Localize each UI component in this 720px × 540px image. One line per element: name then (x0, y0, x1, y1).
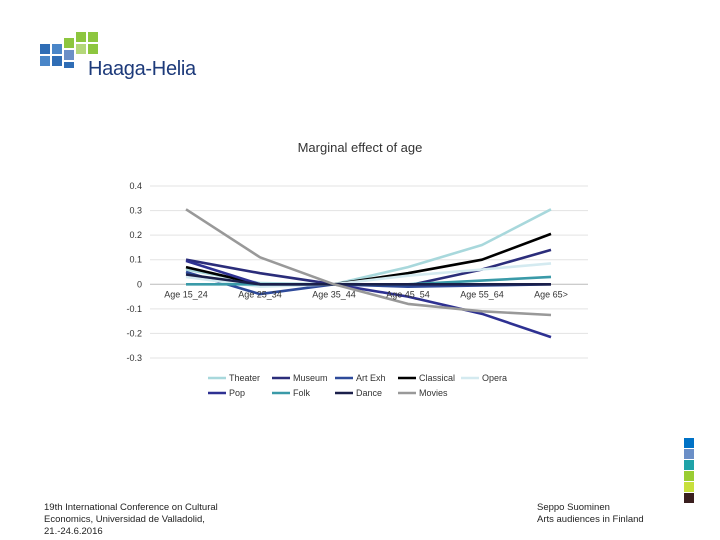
side-bar-block (684, 460, 694, 470)
logo-square (76, 44, 86, 54)
haaga-helia-logo (40, 32, 98, 68)
logo-square (88, 32, 98, 42)
side-bar-block (684, 493, 694, 503)
y-tick-label: -0.2 (126, 328, 142, 338)
x-tick-label: Age 55_64 (460, 289, 504, 299)
y-tick-label: 0 (137, 279, 142, 289)
y-tick-label: 0.4 (129, 181, 142, 191)
logo-square (64, 38, 74, 48)
y-tick-label: -0.1 (126, 304, 142, 314)
x-tick-label: Age 15_24 (164, 289, 208, 299)
logo-text: Haaga-Helia (88, 58, 196, 80)
logo-square (40, 44, 50, 54)
logo-square (52, 44, 62, 54)
x-tick-label: Age 35_44 (312, 289, 356, 299)
y-tick-label: -0.3 (126, 353, 142, 363)
logo-square (76, 32, 86, 42)
y-tick-label: 0.1 (129, 255, 142, 265)
x-tick-label: Age 25_34 (238, 289, 282, 299)
chart-title: Marginal effect of age (297, 140, 423, 155)
side-bar-block (684, 482, 694, 492)
series-line-dance (185, 273, 551, 286)
logo-square (40, 56, 50, 66)
legend-label: Classical (419, 373, 455, 383)
y-tick-label: 0.3 (129, 206, 142, 216)
decorative-color-bar (684, 438, 694, 504)
legend-label: Art Exh (356, 373, 386, 383)
series-line-theater (185, 208, 552, 286)
side-bar-block (684, 449, 694, 459)
footer-author-name: Seppo Suominen (537, 502, 610, 513)
footer-presentation-title: Arts audiences in Finland (537, 514, 644, 525)
legend-label: Opera (482, 373, 507, 383)
series-line-movies (185, 208, 552, 317)
footer-conference: 19th International Conference on Cultura… (44, 502, 218, 537)
x-tick-label: Age 45_54 (386, 289, 430, 299)
logo-square (64, 62, 74, 68)
legend-label: Museum (293, 373, 328, 383)
series-line-pop (185, 259, 552, 339)
side-bar-block (684, 471, 694, 481)
legend-label: Movies (419, 388, 448, 398)
x-tick-label: Age 65> (534, 289, 568, 299)
legend-label: Theater (229, 373, 260, 383)
legend-label: Pop (229, 388, 245, 398)
side-bar-block (684, 438, 694, 448)
logo-square (88, 44, 98, 54)
logo-square (52, 56, 62, 66)
legend-label: Dance (356, 388, 382, 398)
logo-square (64, 50, 74, 60)
footer-author: Seppo Suominen Arts audiences in Finland (537, 502, 697, 526)
legend-label: Folk (293, 388, 311, 398)
y-tick-label: 0.2 (129, 230, 142, 240)
